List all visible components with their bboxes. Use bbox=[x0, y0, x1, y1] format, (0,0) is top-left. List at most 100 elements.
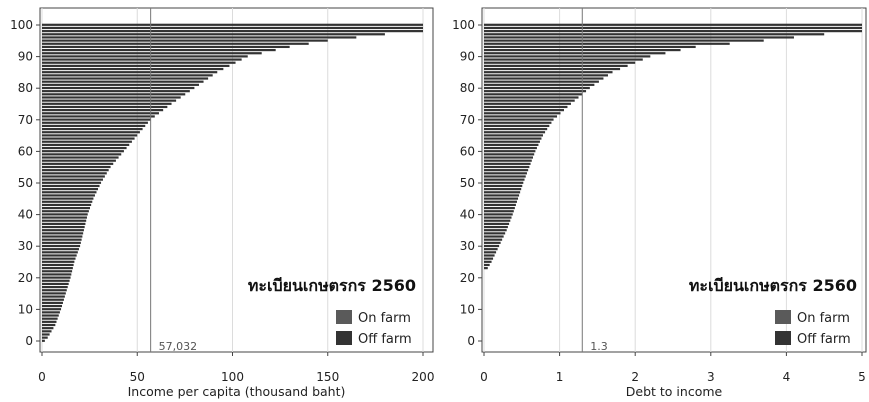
bar-percentile-46 bbox=[42, 194, 95, 197]
bar-percentile-54 bbox=[42, 169, 109, 172]
reference-label: 1.3 bbox=[590, 340, 608, 353]
bar-percentile-83 bbox=[42, 77, 209, 80]
x-tick-label: 100 bbox=[221, 370, 244, 384]
bar-percentile-25 bbox=[42, 260, 75, 263]
bar-percentile-16 bbox=[42, 289, 67, 292]
bar-percentile-10 bbox=[42, 308, 62, 311]
x-axis-label: Debt to income bbox=[626, 384, 723, 399]
bar-percentile-32 bbox=[42, 238, 82, 241]
bar-percentile-81 bbox=[42, 83, 199, 86]
y-tick-label: 50 bbox=[460, 176, 475, 190]
bar-percentile-38 bbox=[484, 219, 511, 222]
bar-percentile-42 bbox=[42, 206, 91, 210]
bar-percentile-41 bbox=[42, 210, 89, 213]
bar-percentile-91 bbox=[484, 52, 666, 55]
bar-percentile-89 bbox=[484, 58, 643, 61]
x-tick-label: 2 bbox=[631, 370, 639, 384]
bar-percentile-1 bbox=[42, 336, 48, 339]
bar-percentile-33 bbox=[484, 235, 504, 238]
bar-percentile-73 bbox=[42, 109, 164, 112]
bar-percentile-62 bbox=[42, 143, 130, 146]
y-tick-label: 0 bbox=[467, 334, 475, 348]
y-tick-label: 50 bbox=[18, 176, 33, 190]
bar-percentile-94 bbox=[484, 42, 730, 45]
bar-percentile-86 bbox=[484, 67, 621, 71]
bar-percentile-49 bbox=[42, 184, 100, 188]
bar-percentile-89 bbox=[42, 58, 242, 61]
bar-percentile-43 bbox=[42, 203, 92, 207]
y-tick-label: 70 bbox=[18, 113, 33, 127]
bar-percentile-69 bbox=[484, 121, 552, 124]
chart-panel-1: 57,032 0 50 100 150 200 0 10 20 30 40 50 60 70 80 90 100… bbox=[10, 7, 434, 399]
y-tick-label: 80 bbox=[460, 81, 475, 95]
bar-percentile-97 bbox=[42, 33, 385, 36]
bar-percentile-7 bbox=[42, 317, 58, 320]
bar-percentile-55 bbox=[484, 165, 530, 169]
bar-percentile-45 bbox=[42, 197, 94, 200]
bar-percentile-37 bbox=[484, 222, 510, 225]
bar-percentile-0 bbox=[42, 339, 45, 342]
chart-title: ทะเบียนเกษตรกร 2560 bbox=[248, 276, 416, 295]
y-tick-label: 20 bbox=[18, 271, 33, 285]
bar-percentile-4 bbox=[42, 327, 54, 330]
bar-percentile-96 bbox=[484, 36, 794, 39]
y-tick-label: 30 bbox=[460, 239, 475, 253]
bar-percentile-80 bbox=[42, 86, 195, 90]
bar-percentile-15 bbox=[42, 292, 66, 295]
bar-percentile-23 bbox=[484, 267, 488, 270]
bar-percentile-47 bbox=[42, 191, 97, 194]
legend-label: On farm bbox=[358, 311, 411, 326]
bar-percentile-85 bbox=[42, 71, 218, 74]
bar-percentile-76 bbox=[42, 99, 177, 102]
bar-percentile-88 bbox=[484, 61, 636, 64]
bar-percentile-74 bbox=[42, 105, 168, 109]
bar-percentile-38 bbox=[42, 219, 87, 222]
bar-percentile-64 bbox=[42, 137, 135, 140]
x-tick-label: 0 bbox=[38, 370, 46, 384]
bar-percentile-8 bbox=[42, 314, 59, 317]
bar-percentile-14 bbox=[42, 295, 65, 298]
y-tick-label: 20 bbox=[460, 271, 475, 285]
bar-percentile-72 bbox=[42, 112, 159, 115]
bar-percentile-52 bbox=[484, 175, 526, 178]
bar-percentile-48 bbox=[42, 188, 99, 191]
bar-percentile-92 bbox=[42, 48, 276, 52]
bar-percentile-90 bbox=[484, 55, 651, 58]
bar-percentile-47 bbox=[484, 191, 521, 194]
bar-percentile-28 bbox=[42, 251, 78, 254]
bar-percentile-53 bbox=[484, 172, 527, 175]
bar-percentile-87 bbox=[42, 64, 230, 67]
legend-label: Off farm bbox=[358, 332, 412, 347]
legend-swatch bbox=[775, 331, 791, 345]
y-tick-label: 0 bbox=[25, 334, 33, 348]
bar-percentile-71 bbox=[42, 115, 155, 118]
bar-percentile-67 bbox=[484, 127, 548, 131]
y-tick-label: 100 bbox=[452, 18, 475, 32]
bar-percentile-99 bbox=[42, 26, 423, 30]
bar-percentile-27 bbox=[42, 254, 77, 257]
bar-percentile-49 bbox=[484, 184, 523, 188]
bar-percentile-30 bbox=[484, 244, 500, 248]
bar-percentile-75 bbox=[484, 102, 571, 105]
bar-percentile-29 bbox=[484, 248, 498, 251]
bar-percentile-26 bbox=[484, 257, 494, 260]
bar-percentile-40 bbox=[484, 213, 513, 216]
bar-percentile-57 bbox=[42, 159, 116, 162]
bar-percentile-19 bbox=[42, 279, 70, 282]
bar-percentile-76 bbox=[484, 99, 575, 102]
bar-percentile-68 bbox=[484, 124, 550, 128]
bar-percentile-21 bbox=[42, 273, 72, 276]
bar-percentile-22 bbox=[42, 270, 73, 273]
bar-percentile-55 bbox=[42, 165, 111, 169]
x-tick-label: 5 bbox=[858, 370, 866, 384]
bar-percentile-58 bbox=[484, 156, 533, 159]
bar-percentile-30 bbox=[42, 244, 81, 248]
bar-percentile-36 bbox=[42, 225, 85, 229]
bar-percentile-17 bbox=[42, 285, 68, 289]
bar-percentile-3 bbox=[42, 330, 52, 333]
reference-label: 57,032 bbox=[159, 340, 198, 353]
bar-percentile-85 bbox=[484, 71, 613, 74]
chart-title: ทะเบียนเกษตรกร 2560 bbox=[689, 276, 857, 295]
bar-percentile-100 bbox=[42, 23, 423, 26]
